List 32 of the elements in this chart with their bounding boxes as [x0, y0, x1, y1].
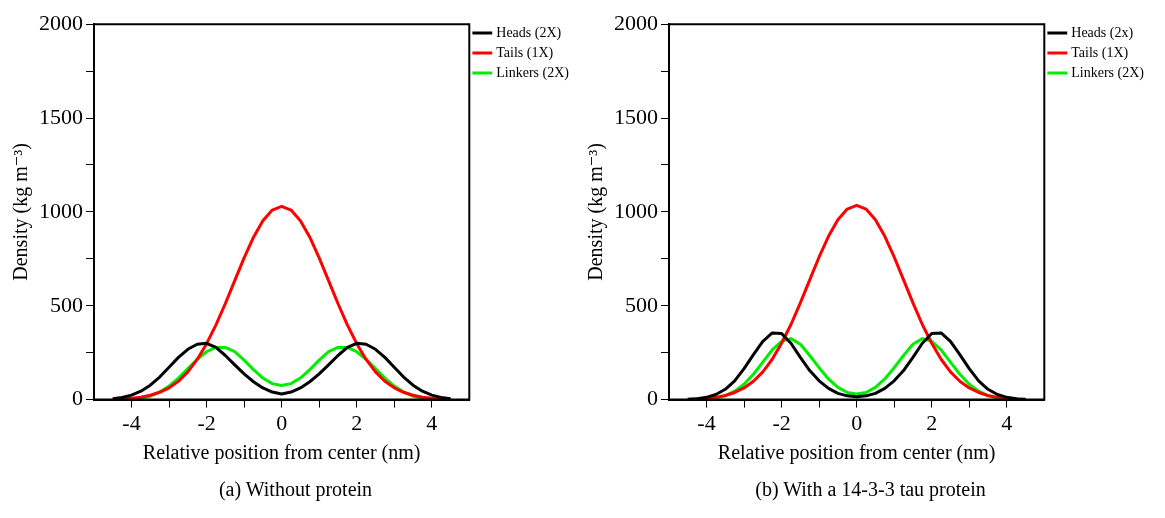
- text: (a) Without protein: [217, 478, 374, 501]
- legend-label: Linkers (2X): [496, 64, 570, 81]
- x-tick-label: 2: [351, 409, 363, 435]
- x-tick-label: 0: [851, 409, 863, 435]
- x-tick-label: 0: [276, 409, 288, 435]
- y-tick-label: 1500: [614, 103, 658, 129]
- y-tick-label: 1000: [39, 197, 83, 223]
- x-tick-label: -4: [697, 409, 716, 435]
- x-tick-label: -2: [197, 409, 216, 435]
- legend-label: Tails (1X): [496, 44, 554, 61]
- y-tick-label: 0: [647, 385, 658, 411]
- legend-label: Tails (1X): [1071, 44, 1129, 61]
- x-axis-title: Relative position from center (nm): [142, 441, 421, 465]
- y-tick-label: 1500: [39, 103, 83, 129]
- y-tick-label: 2000: [39, 9, 83, 35]
- y-tick-label: 1000: [614, 197, 658, 223]
- y-axis-title: Density (kg m⁻³): [584, 143, 608, 281]
- y-axis-title: Density (kg m⁻³): [9, 143, 33, 281]
- legend-label: Heads (2x): [1071, 24, 1134, 41]
- y-tick-label: 500: [50, 291, 83, 317]
- legend-label: Heads (2X): [496, 24, 562, 41]
- x-axis-title: Relative position from center (nm): [717, 441, 996, 465]
- text: (b) With a 14-3-3 tau protein: [754, 478, 987, 501]
- y-tick-label: 2000: [614, 9, 658, 35]
- x-tick-label: -4: [122, 409, 141, 435]
- y-tick-label: 500: [625, 291, 658, 317]
- legend-label: Linkers (2X): [1071, 64, 1145, 81]
- x-tick-label: 4: [426, 409, 438, 435]
- y-tick-label: 0: [72, 385, 83, 411]
- x-tick-label: 2: [926, 409, 938, 435]
- x-tick-label: 4: [1001, 409, 1013, 435]
- x-tick-label: -2: [772, 409, 791, 435]
